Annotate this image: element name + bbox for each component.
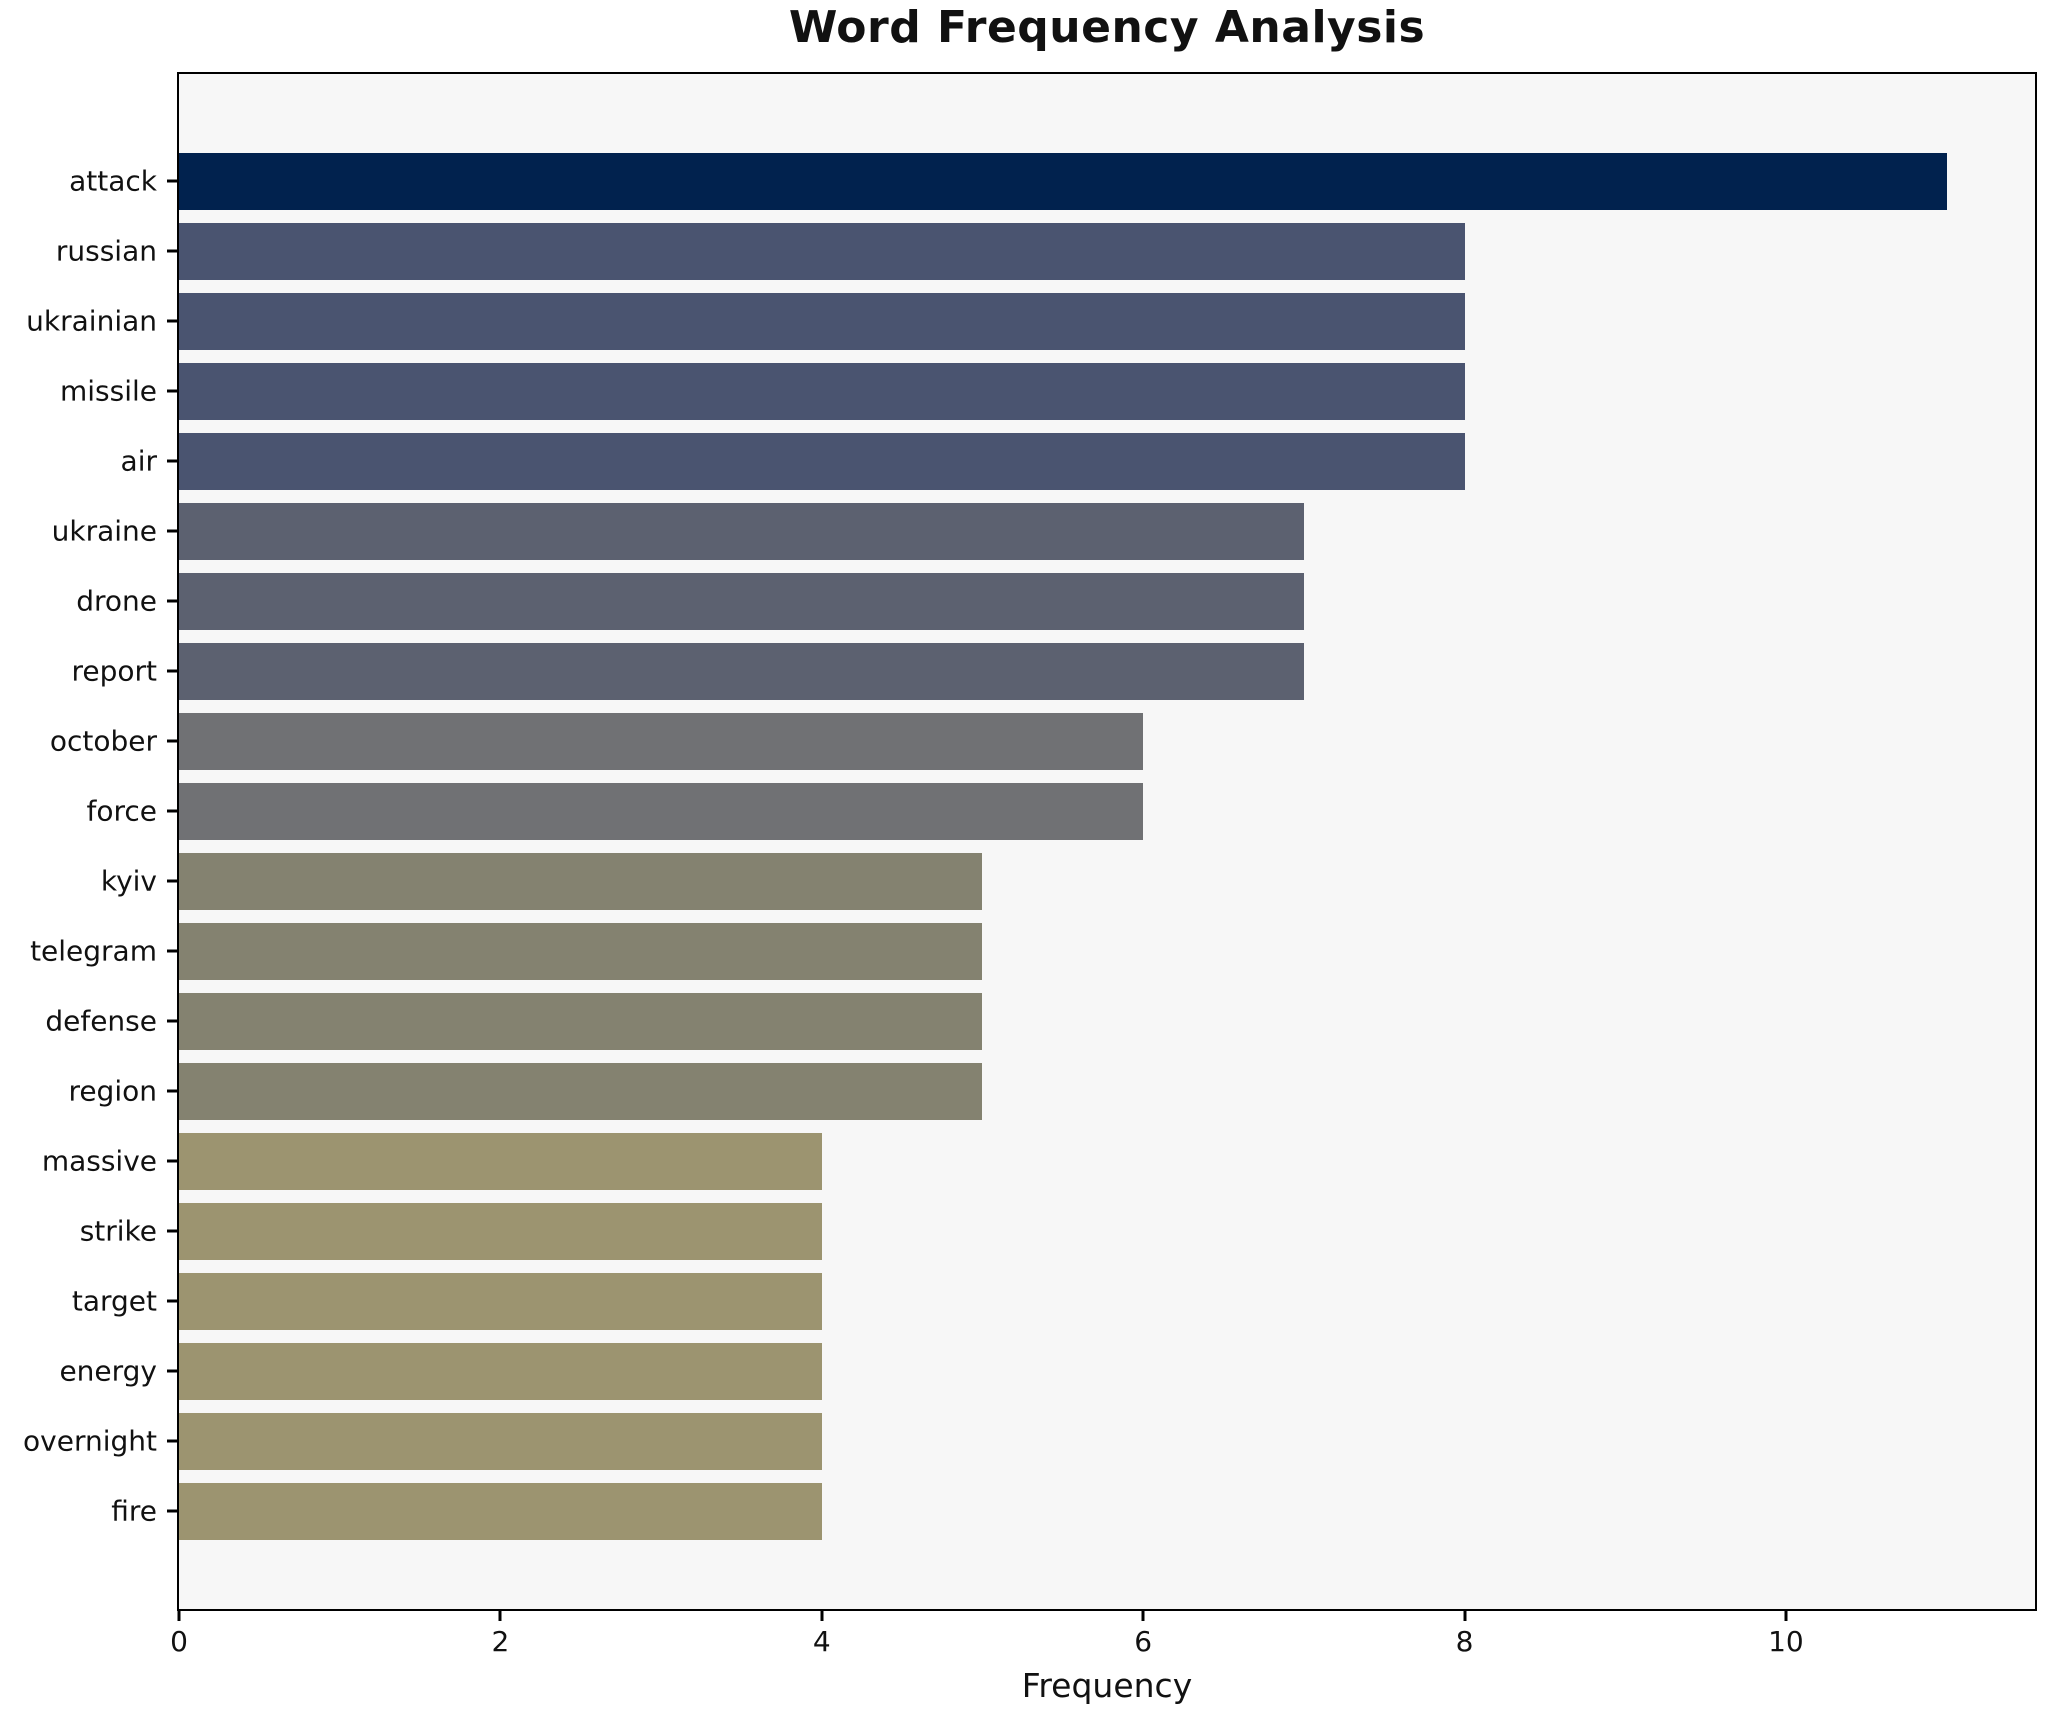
x-tick-mark — [498, 1611, 502, 1621]
bar — [179, 152, 1947, 210]
y-tick-mark — [167, 1509, 177, 1513]
y-tick-mark — [167, 1369, 177, 1373]
bar-row: defense — [45, 986, 2035, 1056]
y-tick-label: telegram — [30, 934, 157, 968]
y-tick-mark — [167, 1019, 177, 1023]
bar — [179, 502, 1304, 560]
y-tick-label: region — [68, 1074, 157, 1108]
bar-row: missile — [60, 356, 2035, 426]
x-axis-label: Frequency — [1021, 1666, 1193, 1705]
bar-row: report — [71, 636, 2035, 706]
x-tick-label: 0 — [170, 1625, 188, 1658]
y-tick-label: massive — [41, 1144, 157, 1178]
y-tick-mark — [167, 599, 177, 603]
y-tick-label: ukrainian — [26, 304, 157, 338]
bar — [179, 992, 983, 1050]
x-tick-mark — [1784, 1611, 1788, 1621]
bar — [179, 362, 1465, 420]
bar — [179, 712, 1144, 770]
x-tick-label: 8 — [1455, 1625, 1474, 1658]
y-tick-mark — [167, 249, 177, 253]
y-tick-mark — [167, 1089, 177, 1093]
y-tick-label: ukraine — [51, 514, 157, 548]
bar-row: strike — [80, 1196, 2035, 1266]
bar — [179, 572, 1304, 630]
bar-row: target — [72, 1266, 2035, 1336]
y-tick-label: target — [71, 1284, 157, 1318]
bar-row: drone — [76, 566, 2035, 636]
y-tick-label: october — [49, 724, 157, 758]
y-tick-mark — [167, 529, 177, 533]
y-tick-mark — [167, 1159, 177, 1163]
y-tick-label: force — [86, 794, 157, 828]
bar-row: telegram — [30, 916, 2035, 986]
y-tick-mark — [167, 949, 177, 953]
bar-row: massive — [42, 1126, 2035, 1196]
y-tick-label: drone — [76, 584, 157, 618]
bar-row: force — [86, 776, 2035, 846]
y-tick-label: overnight — [23, 1424, 157, 1458]
y-tick-mark — [167, 739, 177, 743]
bar-row: ukrainian — [26, 286, 2035, 356]
y-tick-label: air — [120, 444, 157, 478]
y-tick-label: russian — [55, 234, 157, 268]
y-tick-label: fire — [111, 1494, 157, 1528]
bar — [179, 432, 1465, 490]
y-tick-mark — [167, 179, 177, 183]
y-tick-mark — [167, 319, 177, 323]
bar-row: ukraine — [52, 496, 2035, 566]
y-tick-label: strike — [79, 1214, 157, 1248]
y-tick-label: missile — [59, 374, 157, 408]
y-tick-mark — [167, 1229, 177, 1233]
bar — [179, 1272, 822, 1330]
bar-row: october — [50, 706, 2035, 776]
y-tick-label: kyiv — [100, 864, 157, 898]
x-tick-mark — [1141, 1611, 1145, 1621]
bar-row: fire — [111, 1476, 2035, 1546]
y-tick-label: defense — [45, 1004, 157, 1038]
bar — [179, 642, 1304, 700]
bars-container: attack russian ukrainian missile air ukraine d… — [23, 74, 2035, 1609]
bar — [179, 1482, 822, 1540]
y-tick-mark — [167, 1299, 177, 1303]
y-tick-mark — [167, 669, 177, 673]
bar — [179, 292, 1465, 350]
y-tick-mark — [167, 809, 177, 813]
y-tick-mark — [167, 389, 177, 393]
bar-row: kyiv — [101, 846, 2035, 916]
bar-row: region — [68, 1056, 2035, 1126]
bar — [179, 1342, 822, 1400]
bar-row: air — [121, 426, 2035, 496]
y-tick-label: report — [71, 654, 157, 688]
bar — [179, 922, 983, 980]
x-tick-label: 2 — [491, 1625, 510, 1658]
bar — [179, 1062, 983, 1120]
x-tick-mark — [820, 1611, 824, 1621]
x-tick-mark — [177, 1611, 181, 1621]
y-tick-label: attack — [69, 164, 157, 198]
plot-area: attack russian ukrainian missile air ukraine d… — [23, 72, 2037, 1658]
bar-row: overnight — [23, 1406, 2035, 1476]
bar — [179, 1132, 822, 1190]
y-tick-label: energy — [59, 1354, 157, 1388]
bar — [179, 1202, 822, 1260]
bar-row: russian — [56, 216, 2035, 286]
chart-title: Word Frequency Analysis — [788, 2, 1426, 53]
y-tick-mark — [167, 459, 177, 463]
y-tick-mark — [167, 1439, 177, 1443]
x-tick-label: 4 — [812, 1625, 831, 1658]
bar-row: energy — [59, 1336, 2035, 1406]
x-tick-label: 6 — [1134, 1625, 1153, 1658]
x-tick-label: 10 — [1768, 1625, 1804, 1658]
bar — [179, 1412, 822, 1470]
y-tick-mark — [167, 879, 177, 883]
bar — [179, 782, 1144, 840]
bar — [179, 852, 983, 910]
bar-row: attack — [69, 146, 2035, 216]
bar — [179, 222, 1465, 280]
x-tick-mark — [1463, 1611, 1467, 1621]
